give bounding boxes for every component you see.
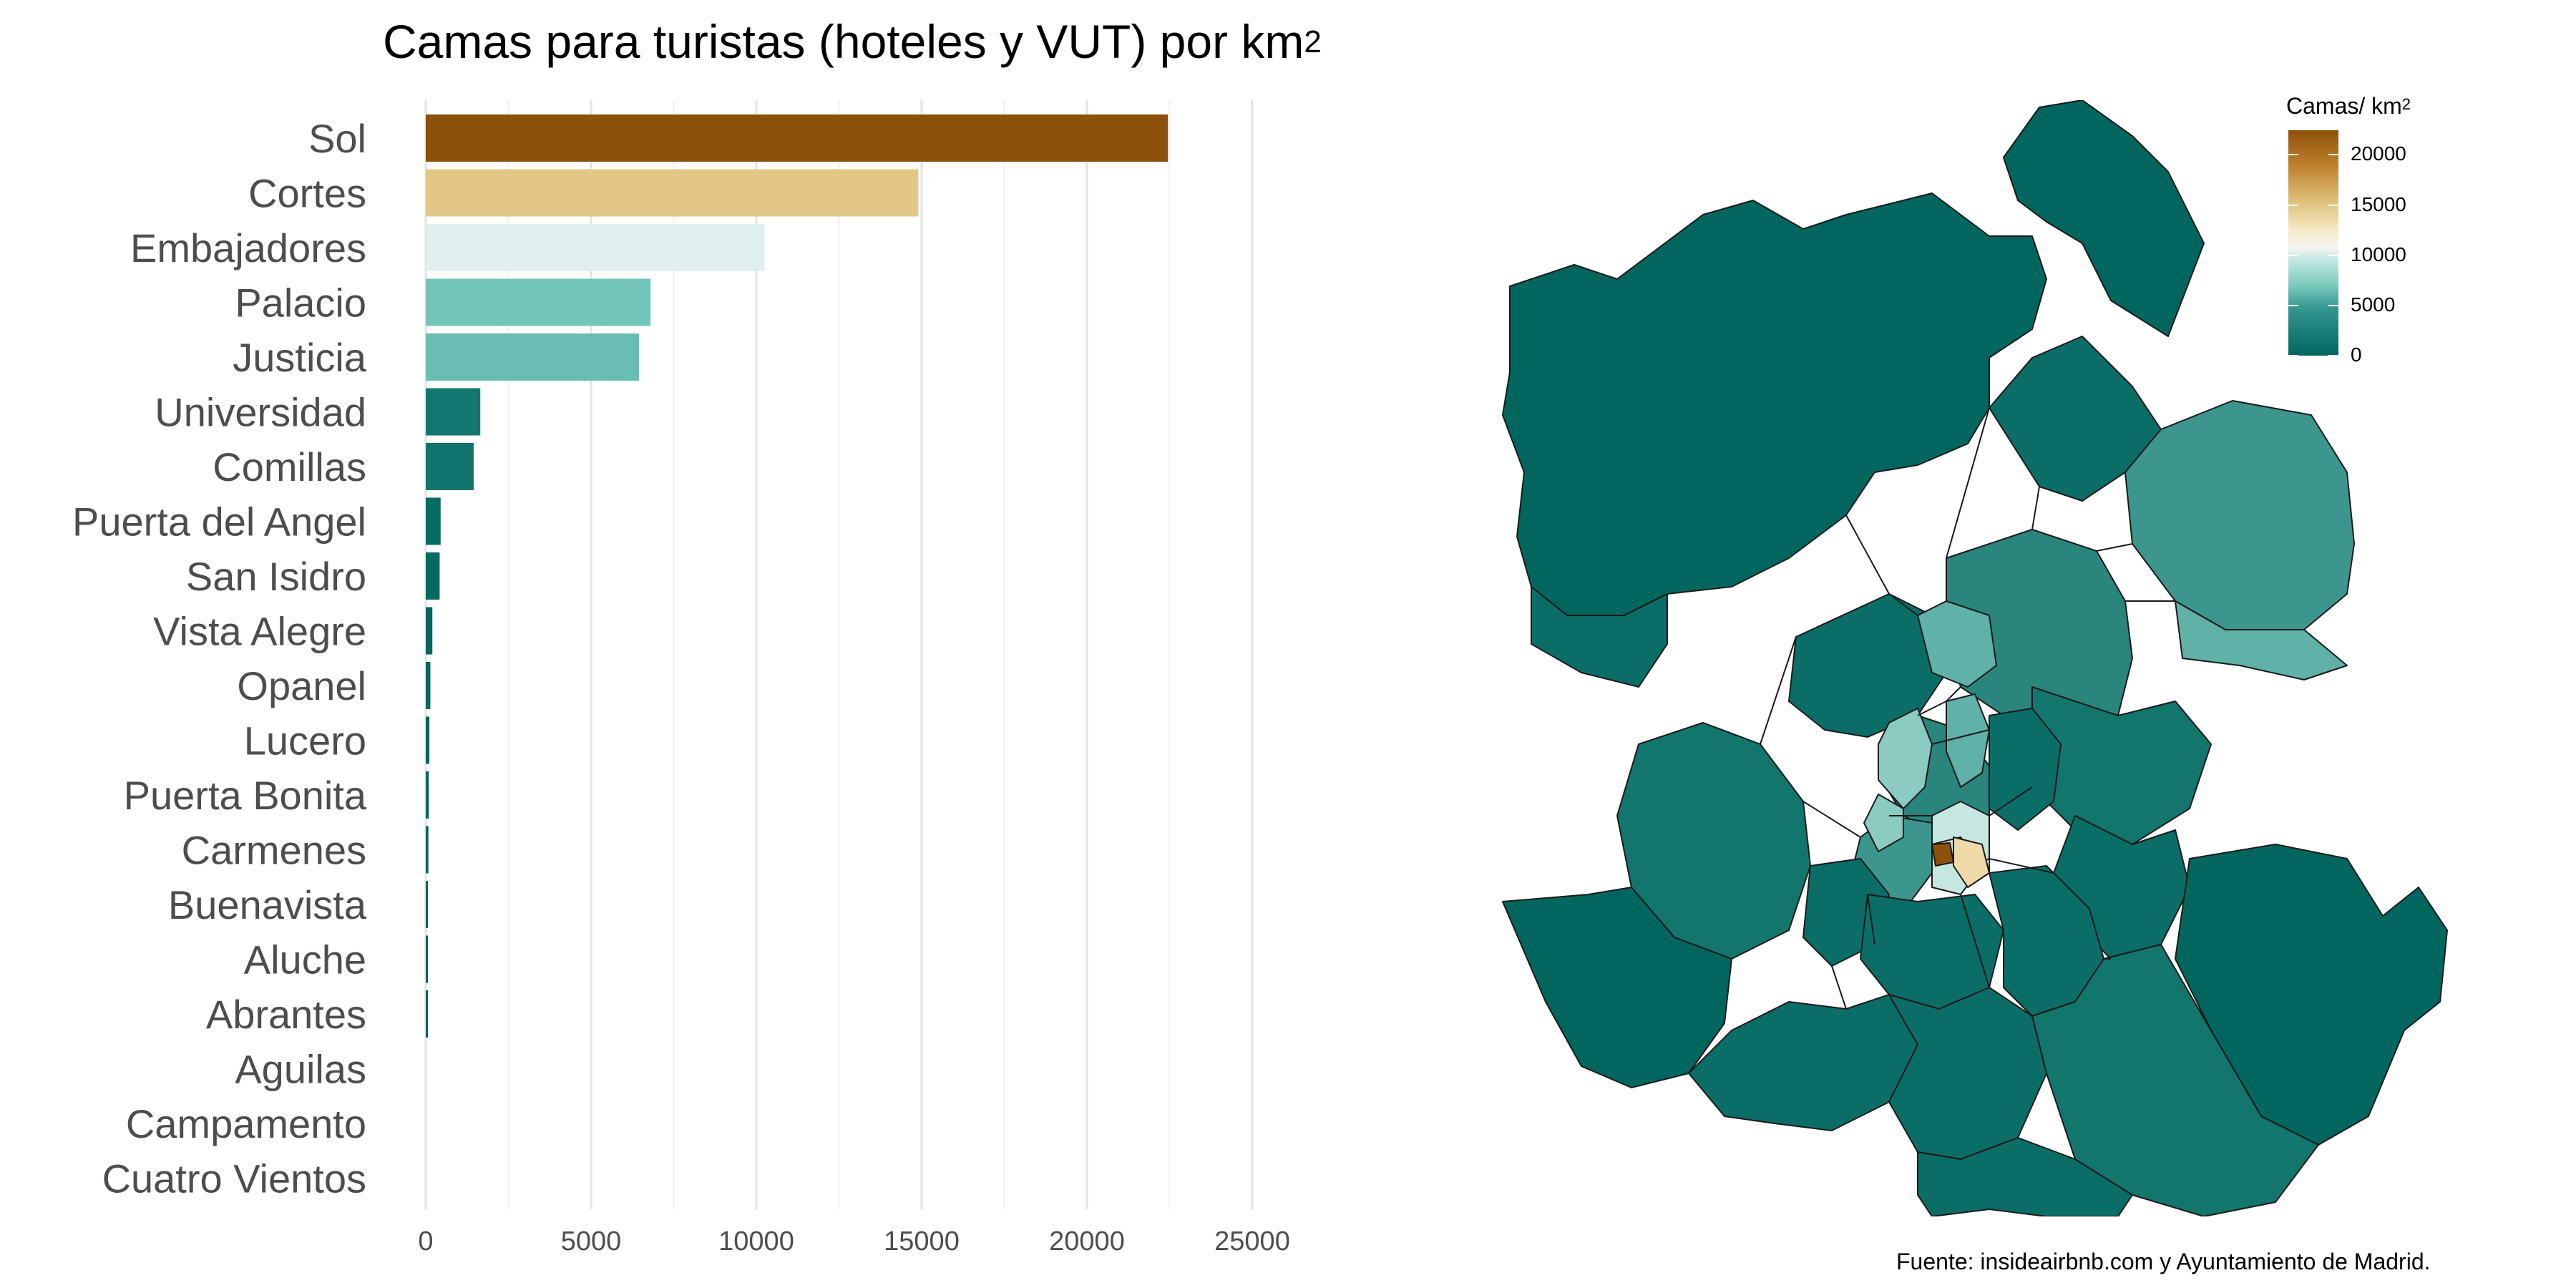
- legend-tick-mark: [2288, 355, 2298, 356]
- bar: [426, 935, 428, 983]
- district-region: [2031, 686, 2212, 845]
- legend-label: 0: [2351, 343, 2362, 366]
- district-boundary: [1960, 894, 1990, 988]
- legend-tick-mark: [2288, 154, 2298, 156]
- category-label: Opanel: [237, 663, 366, 708]
- category-label: Universidad: [155, 390, 366, 435]
- legend-colorbar: [2288, 130, 2338, 356]
- x-tick-label: 0: [418, 1226, 433, 1257]
- category-label: San Isidro: [186, 554, 366, 599]
- x-tick-label: 10000: [718, 1226, 794, 1257]
- district-boundary: [1831, 965, 1847, 1010]
- district-boundary: [1802, 801, 1861, 838]
- category-label: Cuatro Vientos: [102, 1156, 366, 1201]
- district-boundary: [1931, 729, 1990, 745]
- category-label: Puerta del Angel: [72, 499, 366, 545]
- legend-tick-mark: [2288, 304, 2298, 306]
- legend-tick-mark: [2288, 254, 2298, 256]
- district-region: [1531, 586, 1668, 688]
- chart-title: Camas para turistas (hoteles y VUT) por …: [383, 15, 1322, 68]
- category-label: Comillas: [213, 444, 366, 489]
- district-boundary: [2031, 486, 2040, 530]
- category-label: Sol: [308, 116, 366, 161]
- bar: [426, 169, 919, 217]
- bar: [426, 716, 430, 764]
- bar: [426, 333, 639, 381]
- district-region: [1917, 1137, 2133, 1216]
- district-region: [1931, 842, 1954, 867]
- legend-tick-mark: [2328, 304, 2338, 306]
- bar: [426, 826, 429, 874]
- x-tick-label: 5000: [561, 1226, 622, 1257]
- x-tick-label: 25000: [1214, 1226, 1290, 1257]
- legend-title: Camas/ km2: [2286, 93, 2411, 119]
- category-label: Lucero: [244, 718, 366, 763]
- district-boundary: [1867, 894, 1875, 945]
- bar: [426, 771, 429, 819]
- legend-label: 15000: [2351, 192, 2406, 215]
- district-region: [2124, 400, 2355, 630]
- legend-tick-mark: [2288, 204, 2298, 206]
- district-map: [1502, 100, 2448, 1216]
- bar: [426, 224, 765, 271]
- district-region: [2003, 100, 2205, 337]
- legend-tick-mark: [2328, 254, 2338, 256]
- district-region: [1863, 794, 1904, 852]
- category-label: Vista Alegre: [153, 609, 366, 654]
- category-label: Abrantes: [206, 992, 366, 1037]
- bar: [426, 114, 1169, 162]
- district-region: [1917, 600, 1997, 688]
- source-note: Fuente: insideairbnb.com y Ayuntamiento …: [1896, 1249, 2431, 1274]
- district-region: [1616, 722, 1811, 960]
- district-region: [1502, 887, 1732, 1088]
- bar: [426, 388, 481, 436]
- map-regions: [1502, 100, 2448, 1216]
- district-region: [2175, 600, 2348, 680]
- legend-label: 20000: [2351, 142, 2406, 165]
- x-tick-label: 20000: [1049, 1226, 1125, 1257]
- district-region: [1502, 192, 2047, 616]
- legend-tick-mark: [2328, 355, 2338, 356]
- bar: [426, 662, 431, 709]
- category-label: Campamento: [126, 1101, 366, 1146]
- category-label: Puerta Bonita: [124, 773, 367, 818]
- category-label: Buenavista: [168, 882, 367, 927]
- category-label: Palacio: [235, 280, 366, 326]
- legend-label: 5000: [2351, 293, 2396, 316]
- district-boundary: [1888, 593, 1918, 616]
- bar: [426, 278, 651, 326]
- bar: [426, 443, 474, 490]
- district-boundary: [1989, 858, 2054, 874]
- legend-tick-mark: [2328, 204, 2338, 206]
- district-boundary: [1845, 514, 1890, 595]
- district-boundary: [1917, 701, 1947, 716]
- district-boundary: [1946, 407, 1990, 559]
- district-region: [1989, 708, 2062, 831]
- bar: [426, 497, 441, 545]
- category-label: Embajadores: [130, 225, 366, 270]
- category-label: Justicia: [233, 335, 367, 380]
- category-label: Cortes: [248, 171, 366, 216]
- color-legend: Camas/ km2 20000 15000 10000 5000 0: [2286, 93, 2472, 401]
- category-label: Aluche: [244, 937, 366, 982]
- bar: [426, 552, 440, 600]
- legend-label: 10000: [2351, 243, 2406, 265]
- district-boundary: [1760, 636, 1797, 745]
- district-region: [1888, 987, 2047, 1160]
- district-boundary: [2096, 543, 2133, 552]
- legend-tick-mark: [2328, 154, 2338, 156]
- district-boundary: [2003, 987, 2033, 1017]
- category-label: Aguilas: [235, 1047, 366, 1092]
- district-region: [1946, 693, 1990, 788]
- category-label: Carmenes: [182, 828, 366, 873]
- bar: [426, 607, 433, 655]
- district-boundary: [1946, 686, 1961, 702]
- bar: [426, 990, 428, 1038]
- bar-chart: 0 5000 10000 15000 20000 25000 Sol Cortes Embaja…: [72, 100, 1290, 1257]
- bar: [426, 881, 428, 928]
- district-boundary: [1989, 786, 2033, 816]
- x-tick-label: 15000: [884, 1226, 960, 1257]
- district-region: [1953, 836, 1990, 888]
